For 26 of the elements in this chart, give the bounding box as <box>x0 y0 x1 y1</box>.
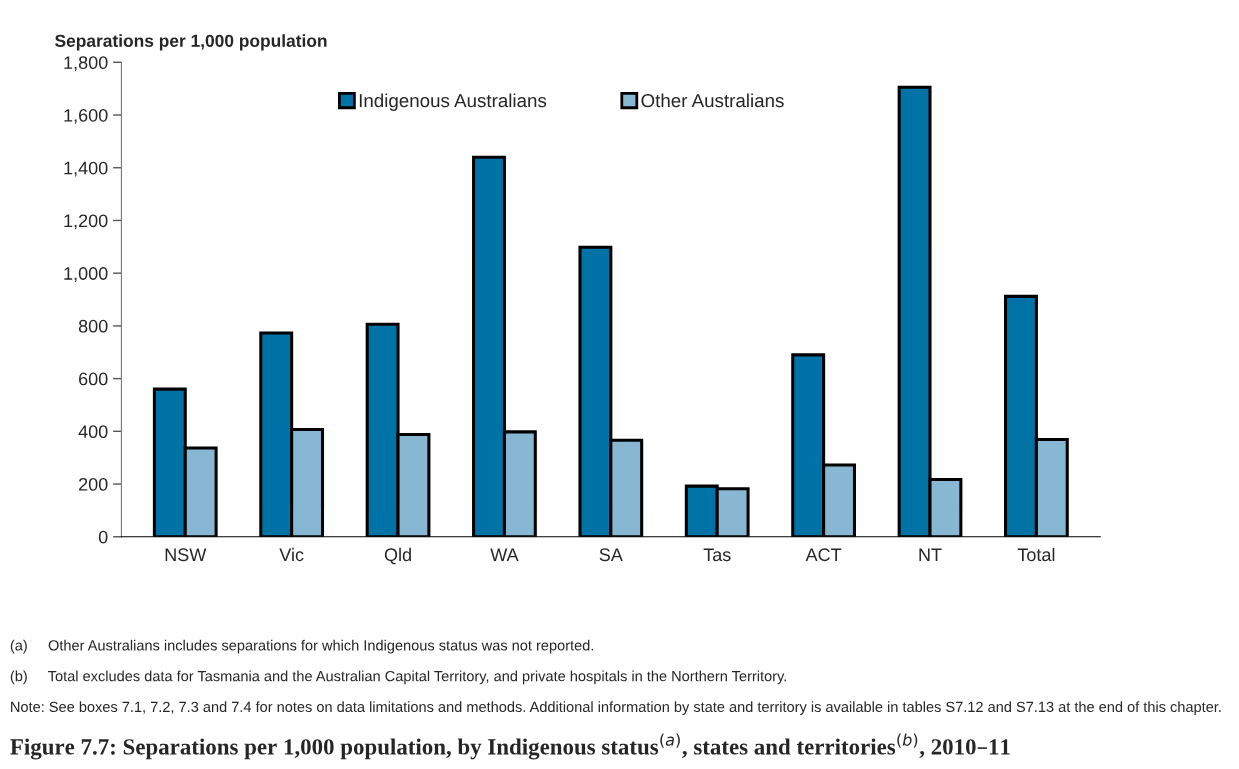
y-tick-label: 1,800 <box>64 56 108 72</box>
y-tick-label: 400 <box>78 425 108 439</box>
x-tick-label: SA <box>599 548 623 562</box>
x-tick-label: ACT <box>805 548 842 562</box>
y-tick-label: 200 <box>79 477 108 491</box>
text: Note: See boxes 7.1, 7.2, 7.3 and 7.4 for notes on data limitations and methods. Additional information by state and territory is available in tables S7.12 and S7.13 at the end of this chapter. <box>11 701 1221 715</box>
x-tick-label: WA <box>490 548 519 561</box>
x-tick-label: NSW <box>165 548 207 562</box>
x-tick-label: Vic <box>279 547 304 562</box>
y-axis-title: Separations per 1,000 population <box>55 34 327 51</box>
x-tick-label: Qld <box>384 547 411 565</box>
y-tick-label: 1,600 <box>64 108 108 124</box>
text: Figure 7.7: Separations per 1,000 population, by Indigenous status$^{(a)}$, states and territories$^{(b)}$, 2010–11 <box>10 733 1010 760</box>
y-tick-label: 1,200 <box>64 214 108 230</box>
legend-label: Indigenous Australians <box>359 93 547 111</box>
text: (b) Total excludes data for Tasmania and the Australian Capital Territory, and private hospitals in the Northern Territory. <box>10 670 786 685</box>
x-tick-label: NT <box>919 548 942 561</box>
x-tick-label: Total <box>1017 547 1055 562</box>
y-tick-label: 1,400 <box>64 161 108 177</box>
y-tick-label: 800 <box>78 319 108 333</box>
legend-label: Other Australians <box>641 93 784 108</box>
y-tick-label: 0 <box>98 530 108 544</box>
y-tick-label: 1,000 <box>64 267 108 283</box>
x-tick-label: Tas <box>703 548 731 562</box>
text: (a) Other Australians includes separations for which Indigenous status was not reported. <box>10 639 594 654</box>
y-tick-label: 600 <box>79 372 108 386</box>
